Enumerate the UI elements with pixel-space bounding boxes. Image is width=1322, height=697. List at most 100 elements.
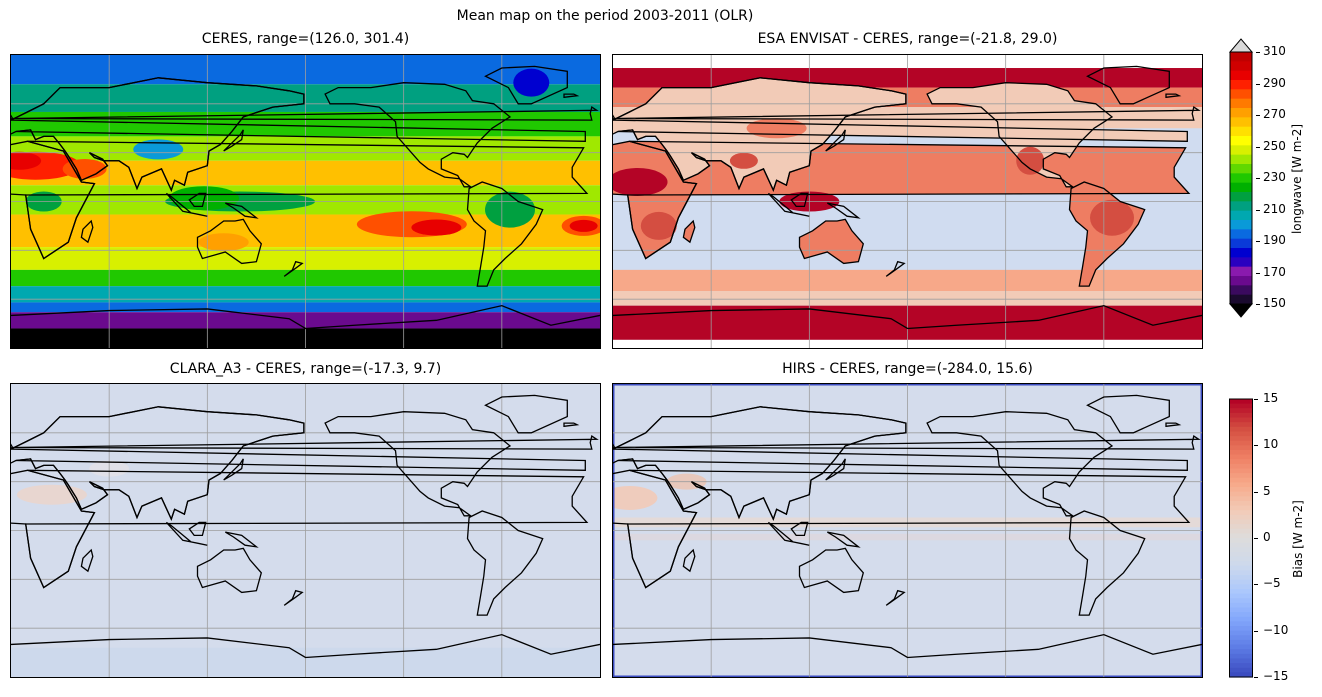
coastline	[11, 633, 600, 659]
colorbar-swatch	[1229, 635, 1253, 641]
colorbar-swatch	[1230, 192, 1252, 202]
colorbar-swatch	[1230, 52, 1252, 62]
coastline	[682, 219, 696, 244]
colorbar-swatch	[1229, 588, 1253, 595]
colorbar-bias-tick: 5	[1263, 483, 1271, 498]
coastline	[11, 406, 305, 521]
olr-cold	[513, 68, 550, 97]
coastline	[825, 458, 846, 481]
coastline	[613, 469, 698, 589]
coastline	[188, 192, 207, 208]
coastline	[926, 82, 1114, 188]
colorbar-swatch	[1230, 145, 1252, 156]
olr-hotspot	[569, 219, 598, 232]
bias-hot	[729, 152, 758, 169]
colorbar-longwave-tick: 250	[1263, 138, 1286, 153]
colorbar-longwave-tick: 190	[1263, 233, 1286, 247]
colorbar-swatch	[1230, 154, 1252, 165]
coastline	[188, 521, 207, 537]
coastline	[196, 218, 263, 265]
coastline	[1068, 510, 1146, 616]
colorbar-swatch	[1229, 561, 1253, 567]
gridlines	[11, 55, 600, 348]
colorbar-swatch	[1230, 238, 1252, 249]
bias-land	[683, 221, 695, 243]
colorbar-swatch	[1229, 579, 1253, 585]
colorbar-swatch	[1229, 473, 1253, 479]
colorbar-longwave-tick: 210	[1263, 201, 1286, 216]
coastline	[11, 304, 600, 330]
colorbar-swatch	[1230, 182, 1252, 193]
coastline	[790, 521, 809, 537]
bias-hot	[640, 211, 677, 240]
coastline	[484, 65, 568, 105]
bias-hot	[613, 167, 668, 196]
colorbar-swatch	[1230, 276, 1252, 286]
olr-hotspot	[11, 151, 42, 170]
coastline	[1086, 394, 1170, 434]
colorbar-longwave-tick: 270	[1263, 107, 1286, 121]
coastline	[790, 192, 809, 208]
panel-title-envisat: ESA ENVISAT - CERES, range=(-21.8, 29.0)	[757, 31, 1058, 47]
coastline	[12, 106, 599, 121]
colorbar-swatch	[1229, 468, 1253, 474]
coastline	[825, 129, 846, 152]
colorbar-swatch	[1229, 440, 1253, 446]
bias-hot	[1090, 199, 1135, 236]
coastline	[798, 547, 865, 594]
colorbar-swatch	[1229, 408, 1253, 414]
coastline	[1165, 93, 1182, 99]
coastline	[613, 633, 1202, 659]
colorbar-longwave	[1228, 38, 1254, 318]
colorbar-swatch	[1229, 505, 1253, 511]
bias-land	[799, 219, 864, 264]
colorbar-swatch	[1229, 403, 1253, 409]
colorbar-swatch	[1230, 220, 1252, 230]
panel-title-ceres: CERES, range=(126.0, 301.4)	[201, 31, 410, 47]
colorbar-longwave-tick: 150	[1263, 296, 1286, 310]
colorbar-longwave-tick: 310	[1263, 44, 1286, 58]
coastline	[614, 435, 1201, 450]
colorbar-swatch	[1230, 266, 1252, 277]
coastline	[283, 589, 304, 606]
colorbar-swatch	[1229, 542, 1253, 548]
coastline	[80, 219, 94, 244]
coastline	[223, 129, 244, 152]
colorbar-swatch	[1229, 426, 1253, 433]
gridlines	[613, 384, 1202, 677]
colorbar-swatch	[1230, 248, 1252, 258]
colorbar-swatch	[1229, 510, 1253, 516]
colorbar-swatch	[1230, 61, 1252, 72]
colorbar-swatch	[1230, 136, 1252, 146]
coastline	[324, 82, 512, 188]
gridlines	[613, 55, 1202, 348]
colorbar-swatch	[1230, 173, 1252, 184]
coastline	[1068, 181, 1146, 287]
colorbar-bias	[1229, 398, 1253, 678]
colorbar-swatch	[1230, 285, 1252, 296]
colorbar-swatch	[1229, 663, 1253, 669]
olr-hotspot	[198, 233, 249, 252]
colorbar-swatch	[1229, 445, 1253, 451]
bias-land	[927, 82, 1112, 187]
colorbar-swatch	[1229, 524, 1253, 530]
coastline	[682, 548, 696, 573]
colorbar-swatch	[1229, 422, 1253, 428]
coastline	[11, 140, 96, 260]
coastline	[613, 406, 907, 521]
colorbar-swatch	[1229, 565, 1253, 572]
colorbar-extend-max	[1228, 38, 1254, 53]
map-clara-bias	[11, 384, 600, 677]
map-envisat-bias	[613, 55, 1202, 348]
colorbar-longwave-label: longwave [W m-2]	[1290, 123, 1304, 235]
bias-hot	[746, 118, 807, 139]
colorbar-swatch	[1229, 653, 1253, 660]
colorbar-swatch	[1229, 626, 1253, 632]
coastline	[1086, 65, 1170, 105]
coastline	[12, 435, 599, 450]
coastline	[223, 458, 244, 481]
coastline	[196, 547, 263, 594]
coastline	[885, 260, 906, 277]
colorbar-swatch	[1229, 630, 1253, 636]
colorbar-longwave-tick: 230	[1263, 170, 1286, 184]
